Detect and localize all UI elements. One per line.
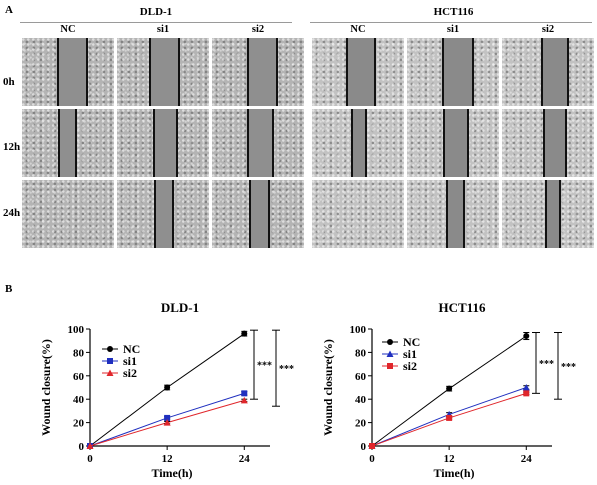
micrograph-hct116-si1-12h [407, 109, 499, 177]
chart-title: DLD-1 [161, 300, 199, 315]
chart-dld1: DLD-1 0 20 40 60 80 100 0 12 24 Time(h) Wound closu… [39, 300, 294, 480]
data-point-si1 [241, 390, 248, 397]
legend-marker-NC [107, 346, 113, 352]
x-tick-label: 0 [87, 453, 93, 465]
row-label-0h: 0h [3, 76, 15, 88]
y-tick-label: 0 [361, 441, 367, 453]
legend-label-NC: NC [123, 342, 140, 356]
significance-label: *** [561, 362, 576, 373]
legend-label-si2: si2 [403, 359, 417, 373]
legend-label-NC: NC [403, 335, 420, 349]
micrograph-hct116-si1-0h [407, 38, 499, 106]
micrograph-dld1-si2-12h [212, 109, 304, 177]
y-tick-label: 20 [73, 418, 85, 430]
legend-label-si1: si1 [123, 354, 137, 368]
y-tick-label: 100 [68, 324, 85, 336]
data-point-NC [164, 384, 171, 391]
micrograph-hct116-si2-12h [502, 109, 594, 177]
micrograph-dld1-si1-0h [117, 38, 209, 106]
micrograph-hct116-nc-12h [312, 109, 404, 177]
significance-label: *** [539, 359, 554, 370]
y-tick-label: 60 [73, 371, 85, 383]
column-label-dld1-si2: si2 [251, 24, 265, 35]
data-point-si1 [164, 414, 171, 421]
y-axis-label: Wound closure(%) [39, 339, 53, 436]
legend-marker-si2 [387, 363, 393, 369]
legend-marker-si1 [107, 358, 113, 364]
y-axis-label: Wound closure(%) [321, 339, 335, 436]
data-point-NC [241, 330, 248, 337]
column-label-dld1-nc: NC [60, 24, 76, 35]
panel-a-label: A [5, 4, 13, 16]
y-tick-label: 20 [355, 418, 367, 430]
micrograph-dld1-nc-24h [22, 180, 114, 248]
x-axis-label: Time(h) [151, 466, 192, 480]
x-tick-label: 0 [369, 453, 375, 465]
y-tick-label: 80 [355, 347, 367, 359]
micrograph-dld1-nc-0h [22, 38, 114, 106]
data-point-si1 [522, 384, 530, 391]
chart-hct116: HCT116 0 20 40 60 80 100 0 12 24 Time(h) Wound clos… [321, 300, 576, 480]
data-point-si2 [446, 414, 453, 421]
column-label-hct116-si2: si2 [541, 24, 555, 35]
x-tick-label: 12 [162, 453, 174, 465]
data-point-si2 [86, 442, 94, 449]
y-tick-label: 60 [355, 371, 367, 383]
legend-label-si2: si2 [123, 366, 137, 380]
micrograph-hct116-si2-24h [502, 180, 594, 248]
panel-b-label: B [5, 283, 13, 295]
x-tick-label: 24 [521, 453, 533, 465]
x-axis-label: Time(h) [433, 466, 474, 480]
data-point-NC [523, 333, 530, 340]
chart-title: HCT116 [439, 300, 486, 315]
data-point-si2 [240, 396, 248, 404]
micrograph-dld1-si1-24h [117, 180, 209, 248]
data-point-si2 [163, 419, 171, 426]
row-label-12h: 12h [3, 141, 21, 153]
legend-marker-si2 [106, 369, 114, 376]
column-label-dld1-si1: si1 [156, 24, 170, 35]
micrograph-dld1-nc-12h [22, 109, 114, 177]
x-tick-label: 12 [444, 453, 456, 465]
micrograph-hct116-nc-0h [312, 38, 404, 106]
micrograph-dld1-si2-24h [212, 180, 304, 248]
legend-label-si1: si1 [403, 347, 417, 361]
micrograph-dld1-si1-12h [117, 109, 209, 177]
micrograph-dld1-si2-0h [212, 38, 304, 106]
y-tick-label: 40 [355, 394, 367, 406]
group-title-dld1: DLD-1 [139, 6, 173, 18]
group-underline-hct116 [310, 22, 592, 23]
group-title-hct116: HCT116 [433, 6, 474, 18]
micrograph-hct116-si1-24h [407, 180, 499, 248]
data-point-NC [446, 385, 453, 392]
y-tick-label: 40 [73, 394, 85, 406]
micrograph-hct116-nc-24h [312, 180, 404, 248]
column-label-hct116-si1: si1 [446, 24, 460, 35]
y-tick-label: 100 [350, 324, 367, 336]
x-tick-label: 24 [239, 453, 251, 465]
significance-label: *** [279, 364, 294, 375]
legend-marker-si1 [386, 350, 394, 357]
data-point-si2 [369, 443, 375, 449]
row-label-24h: 24h [3, 207, 21, 219]
y-tick-label: 80 [73, 347, 85, 359]
data-point-si2 [523, 390, 530, 397]
column-label-hct116-nc: NC [350, 24, 366, 35]
y-tick-label: 0 [79, 441, 85, 453]
group-underline-dld1 [20, 22, 292, 23]
legend-marker-NC [387, 339, 393, 345]
micrograph-hct116-si2-0h [502, 38, 594, 106]
significance-label: *** [257, 361, 272, 372]
